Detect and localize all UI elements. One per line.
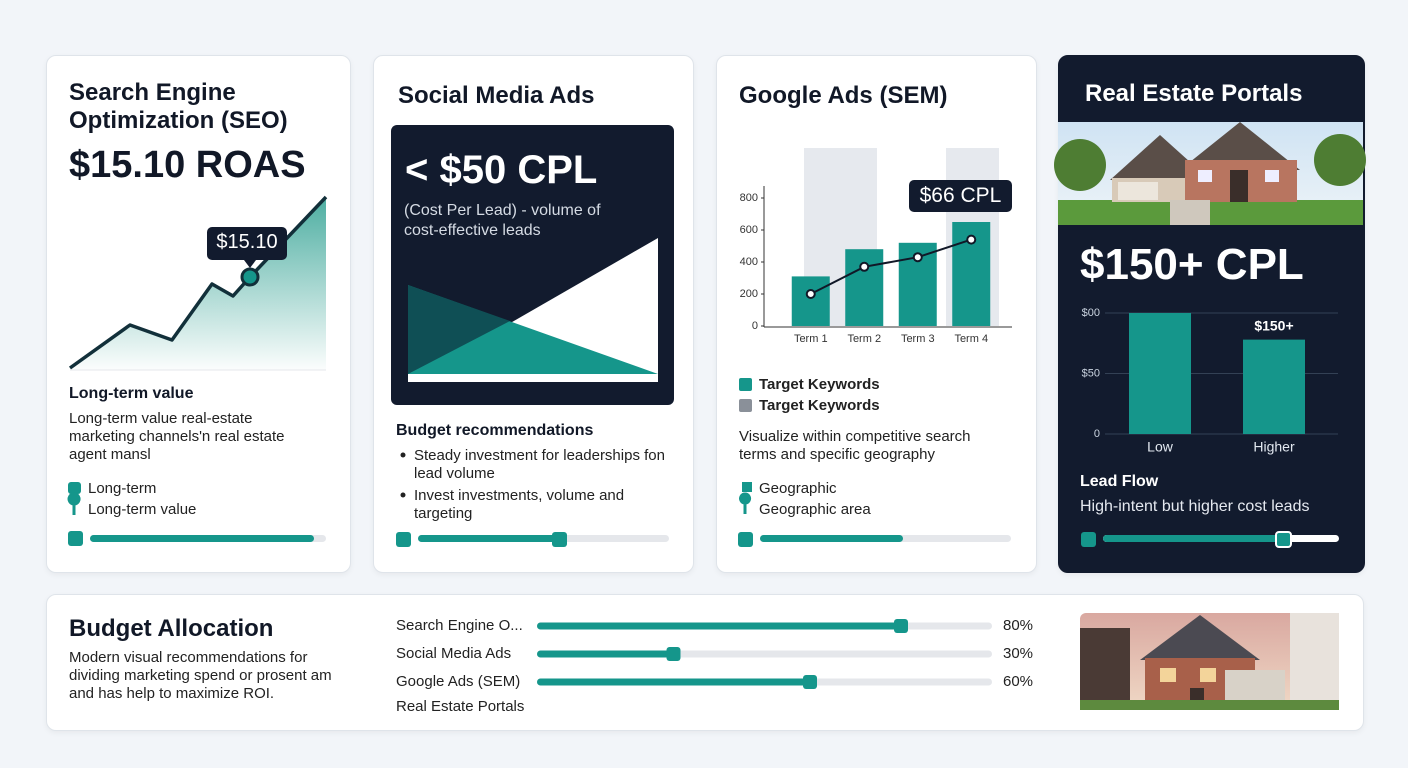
row-label: Social Media Ads xyxy=(396,645,511,662)
bullet xyxy=(400,452,406,458)
row-fill xyxy=(537,678,810,686)
house-photo xyxy=(1054,122,1366,225)
row-fill xyxy=(537,650,674,658)
card-item: Geographic xyxy=(759,480,837,497)
seo-callout-box xyxy=(207,227,287,260)
row-thumb xyxy=(894,619,908,633)
item-icon xyxy=(68,482,81,494)
y-tick-label: 400 xyxy=(740,256,758,268)
seo-area xyxy=(70,197,326,370)
x-tick-label: Term 4 xyxy=(954,333,988,345)
slider-knob xyxy=(1081,532,1096,547)
triangle-dark xyxy=(408,285,510,374)
x-tick-label: Term 2 xyxy=(847,333,881,345)
y-tick-label: 600 xyxy=(740,224,758,236)
card-title: Search Engine Optimization (SEO) xyxy=(69,79,288,134)
seo-marker xyxy=(240,267,260,287)
row-thumb xyxy=(666,647,681,661)
legend-label: Target Keywords xyxy=(759,397,880,414)
callout-text: $66 CPL xyxy=(919,184,1002,207)
slider-knob xyxy=(396,532,411,547)
slider-knob xyxy=(738,532,753,547)
house-photo-2 xyxy=(1080,613,1339,710)
card-metric: $15.10 ROAS xyxy=(69,144,306,186)
card-subtitle: Lead Flow xyxy=(1080,473,1159,490)
x-tick-label: Term 1 xyxy=(794,333,828,345)
card-metric: $150+ CPL xyxy=(1080,240,1304,289)
row-value: 60% xyxy=(1003,673,1033,690)
slider-fill xyxy=(1103,535,1283,542)
card-subtitle: Long-term value xyxy=(69,385,194,402)
slider-fill xyxy=(90,535,314,542)
row-label: Search Engine O... xyxy=(396,617,523,634)
trend-point xyxy=(966,234,977,245)
trend-point xyxy=(912,252,923,263)
legend-swatch xyxy=(739,399,752,412)
card-item: Long-term xyxy=(88,480,157,497)
card-item: Long-term value xyxy=(88,501,197,518)
card-item: Steady investment for leaderships fon le… xyxy=(414,447,665,482)
card-title: Social Media Ads xyxy=(398,82,595,109)
pin-icon xyxy=(67,492,81,515)
row-label: Google Ads (SEM) xyxy=(396,673,520,690)
card-title: Google Ads (SEM) xyxy=(739,82,948,109)
y-tick-label: 200 xyxy=(740,288,758,300)
trend-line xyxy=(810,238,972,295)
row-value: 30% xyxy=(1003,645,1033,662)
x-tick-label: Term 3 xyxy=(901,333,935,345)
x-tick-label: Low xyxy=(1147,439,1174,455)
metric-note: (Cost Per Lead) - volume of cost-effecti… xyxy=(404,202,601,239)
callout-text: $15.10 xyxy=(216,231,278,253)
row-value: 80% xyxy=(1003,617,1033,634)
card-item: Invest investments, volume and targeting xyxy=(414,487,625,522)
bar xyxy=(1243,339,1305,434)
allocation-body: Modern visual recommendations for dividi… xyxy=(69,649,332,702)
card-body: High-intent but higher cost leads xyxy=(1080,498,1310,515)
y-tick-label: 800 xyxy=(740,192,758,204)
card-title: Real Estate Portals xyxy=(1085,80,1303,107)
google-callout-box xyxy=(909,180,1012,212)
legend-label: Target Keywords xyxy=(759,376,880,393)
card-subtitle: Budget recommendations xyxy=(396,422,594,439)
bar xyxy=(791,276,830,326)
trend-point xyxy=(805,289,816,299)
bar-annotation: $150+ xyxy=(1254,317,1293,333)
y-tick-label: $00 xyxy=(1082,307,1100,319)
bar xyxy=(1129,313,1191,434)
trend-point xyxy=(859,261,870,272)
seo-callout-pointer xyxy=(244,260,256,268)
bar xyxy=(845,249,884,326)
y-tick-label: $50 xyxy=(1082,367,1100,379)
slider-knob xyxy=(68,531,83,546)
y-tick-label: 0 xyxy=(1094,428,1100,440)
y-tick-label: 0 xyxy=(752,320,758,332)
row-thumb xyxy=(803,675,817,689)
slider-fill xyxy=(760,535,903,542)
slider-thumb xyxy=(1275,531,1292,548)
item-icon xyxy=(742,482,752,492)
slider-fill xyxy=(418,535,559,542)
card-body: Visualize within competitive search term… xyxy=(739,428,971,463)
card-metric: < $50 CPL xyxy=(405,148,598,192)
row-label: Real Estate Portals xyxy=(396,698,524,715)
card-body: Long-term value real-estate marketing ch… xyxy=(69,410,285,463)
card-item: Geographic area xyxy=(759,501,871,518)
row-fill xyxy=(537,622,901,630)
allocation-title: Budget Allocation xyxy=(69,615,274,642)
social-base xyxy=(408,374,658,382)
slider-thumb xyxy=(552,532,567,547)
legend-swatch xyxy=(739,378,752,391)
bullet xyxy=(400,492,406,498)
pin-icon xyxy=(739,492,752,514)
x-tick-label: Higher xyxy=(1253,439,1295,455)
